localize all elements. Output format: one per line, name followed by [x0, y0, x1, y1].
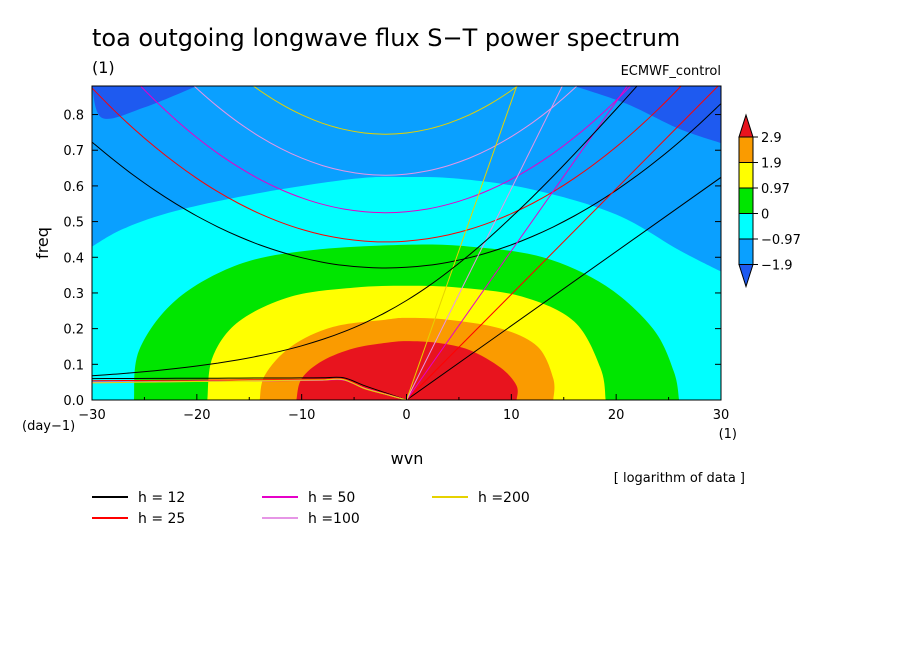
colorbar-label: −1.9 [761, 259, 793, 274]
y-tick-label: 0.6 [63, 180, 84, 195]
contour-fill-low-top-left [92, 86, 197, 119]
y-tick-label: 0.4 [63, 251, 84, 266]
ig-curve-4 [252, 86, 519, 135]
contour-fill-0 [296, 341, 518, 400]
y-tick-label: 0.1 [63, 358, 84, 373]
colorbar-segment [738, 187, 754, 214]
axes: −30 −20 −10 0 10 20 30 0.0 0.1 0.2 0.3 0.4 0.5 0.6 0.7… [63, 109, 729, 423]
kelvin-line-3 [406, 86, 563, 400]
mrg-curve [92, 86, 638, 377]
x-tick-label: 20 [608, 408, 625, 423]
colorbar-segment [738, 213, 754, 240]
colorbar-label: 0 [761, 208, 769, 223]
y-tick-label: 0.5 [63, 216, 84, 231]
rossby-curve-4 [92, 378, 407, 400]
x-tick-label: −10 [288, 408, 315, 423]
y-unit-label: (day−1) [22, 419, 75, 434]
x-tick-label: 0 [402, 408, 410, 423]
rossby-curve-0 [92, 376, 407, 400]
legend-label: h = 25 [138, 511, 185, 527]
kelvin-line-2 [406, 86, 628, 400]
legend-label: h =200 [478, 490, 530, 506]
y-tick-label: 0.2 [63, 323, 84, 338]
x-unit-label: (1) [719, 427, 737, 442]
colorbar-max-triangle [738, 113, 754, 138]
colorbar-segment [738, 162, 754, 189]
y-tick-label: 0.8 [63, 109, 84, 124]
kelvin-line-1 [406, 86, 719, 400]
colorbar-label: 2.9 [761, 131, 782, 146]
rossby-curve-1 [92, 378, 407, 400]
ig-curve-0 [92, 103, 721, 269]
kelvin-line-4 [406, 86, 518, 400]
x-tick-label: −20 [183, 408, 210, 423]
legend: h = 12 h = 25 h = 50 h =100 h =200 [92, 490, 530, 527]
x-tick-label: −30 [78, 408, 105, 423]
ig-curve-3 [193, 86, 578, 176]
y-axis-label: freq [33, 227, 52, 259]
legend-label: h = 50 [308, 490, 355, 506]
colorbar: 2.9 1.9 0.97 0 −0.97 −1.9 [738, 113, 801, 289]
colorbar-segment [738, 136, 754, 163]
colorbar-segment [738, 238, 754, 265]
x-tick-label: 10 [503, 408, 520, 423]
legend-label: h = 12 [138, 490, 185, 506]
chart-title: toa outgoing longwave flux S−T power spe… [92, 24, 680, 52]
kelvin-line-0 [406, 176, 721, 400]
y-tick-label: 0.7 [63, 144, 84, 159]
contour-fill-low-top-right [574, 86, 721, 144]
dispersion-curves [92, 86, 721, 400]
plot-area [92, 86, 721, 400]
colorbar-label: 0.97 [761, 182, 790, 197]
y-tick-label: 0.0 [63, 394, 84, 409]
legend-label: h =100 [308, 511, 360, 527]
chart-subtitle: (1) [92, 58, 115, 77]
x-tick-label: 30 [713, 408, 730, 423]
dataset-label: ECMWF_control [621, 64, 721, 79]
colorbar-label: −0.97 [761, 233, 801, 248]
y-tick-label: 0.3 [63, 287, 84, 302]
colorbar-label: 1.9 [761, 157, 782, 172]
ig-curve-1 [92, 86, 682, 243]
colorbar-min-triangle [738, 264, 754, 289]
ig-curve-2 [139, 86, 632, 214]
x-axis-label: wvn [391, 449, 424, 468]
data-note: [ logarithm of data ] [614, 471, 745, 486]
